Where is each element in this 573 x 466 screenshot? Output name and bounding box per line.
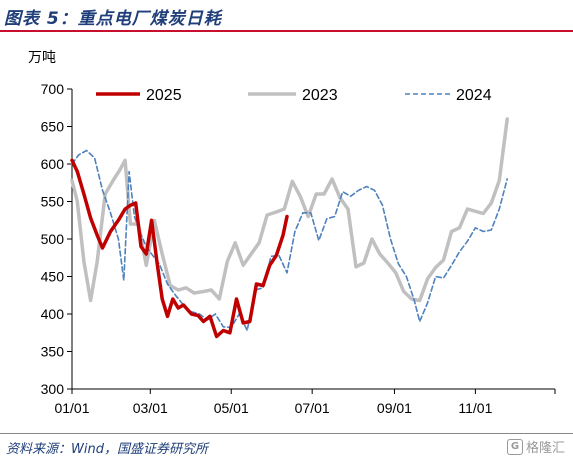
series-line-2025 [70, 158, 289, 339]
series-line-2023 [70, 117, 509, 303]
x-tick-label: 09/01 [377, 400, 412, 416]
line-chart: 万吨 300 350 400 450 500 550 600 650 700 01/01 03/01 0… [28, 50, 556, 416]
y-tick-label: 400 [41, 306, 65, 322]
source-note: 资料来源：Wind，国盛证券研究所 [6, 442, 208, 457]
footer-rule [0, 433, 573, 434]
chart-caption: 图表 5：重点电厂煤炭日耗 [4, 9, 222, 29]
watermark-text: 格隆汇 [525, 441, 565, 456]
y-tick-label: 300 [41, 381, 65, 397]
y-axis-unit-label: 万吨 [28, 50, 56, 66]
y-tick-label: 650 [41, 119, 65, 135]
x-tick-label: 01/01 [54, 400, 89, 416]
watermark: G 格隆汇 [506, 437, 565, 456]
header-rule [0, 30, 573, 32]
legend-label-2023: 2023 [302, 87, 338, 104]
x-tick-label: 05/01 [214, 400, 249, 416]
x-tick-label: 07/01 [295, 400, 330, 416]
y-tick-label: 350 [41, 344, 65, 360]
legend-label-2025: 2025 [146, 87, 182, 104]
legend-label-2024: 2024 [456, 87, 492, 104]
chart-area: 万吨 300 350 400 450 500 550 600 650 700 01/01 03/01 0… [0, 32, 573, 430]
series-line-2024 [71, 149, 509, 332]
y-tick-label: 450 [41, 269, 65, 285]
y-tick-label: 700 [41, 81, 65, 97]
watermark-logo-icon: G [506, 438, 523, 455]
y-tick-label: 500 [41, 231, 65, 247]
y-tick-label: 550 [41, 194, 65, 210]
x-tick-label: 03/01 [133, 400, 168, 416]
x-tick-label: 11/01 [458, 400, 492, 416]
y-tick-label: 600 [41, 156, 65, 172]
chart-header: 图表 5：重点电厂煤炭日耗 [0, 0, 573, 30]
